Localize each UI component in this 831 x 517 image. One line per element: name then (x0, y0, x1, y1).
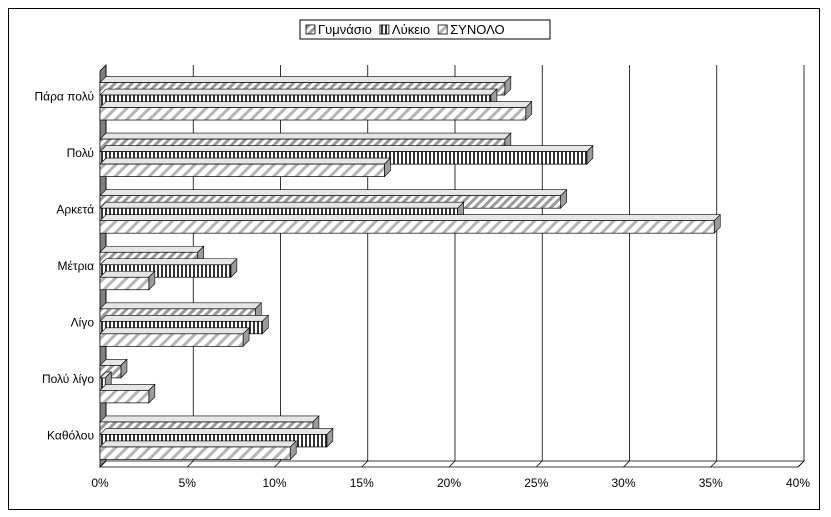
legend-box (299, 19, 551, 40)
x-tick-label: 0% (91, 476, 109, 490)
gridline-floor (710, 460, 718, 468)
x-tick-label: 40% (786, 476, 810, 490)
legend-swatch (305, 24, 316, 35)
x-tick-label: 20% (437, 476, 461, 490)
bar (99, 100, 533, 121)
gridline-floor (448, 460, 456, 468)
bar (99, 383, 156, 404)
gridline-floor (361, 460, 369, 468)
bar-chart: Καθόλου Πολύ λίγο Λίγο Μέτρια Αρκετά Πολύ Πάρα… (34, 19, 810, 490)
gridline-floor (186, 460, 194, 468)
chart-frame: Καθόλου Πολύ λίγο Λίγο Μέτρια Αρκετά Πολύ Πάρα… (8, 8, 820, 510)
bar (99, 440, 297, 461)
category-label: Μέτρια (57, 259, 94, 273)
x-tick-label: 15% (350, 476, 374, 490)
gridline-floor (274, 460, 281, 468)
category-label: Λίγο (71, 316, 95, 330)
bars-layer (99, 75, 721, 461)
category-label: Πάρα πολύ (34, 89, 94, 103)
gridline-floor (535, 460, 543, 468)
legend-label: Γυμνάσιο (318, 22, 372, 37)
value-axis: 0% 5% 10% 15% 20% 25% 30% 35% 40% (91, 476, 810, 490)
gridline-floor (99, 460, 107, 468)
category-label: Αρκετά (56, 202, 94, 216)
legend-label: ΣΥΝΟΛΟ (450, 22, 505, 37)
bar (99, 157, 392, 178)
legend-swatch (437, 24, 448, 35)
gridline-floor (797, 460, 805, 468)
bar (99, 258, 238, 278)
legend: Γυμνάσιο Λύκειο ΣΥΝΟΛΟ (299, 19, 551, 40)
x-tick-label: 30% (611, 476, 635, 490)
category-axis: Καθόλου Πολύ λίγο Λίγο Μέτρια Αρκετά Πολύ Πάρα… (34, 89, 94, 442)
bar (99, 327, 250, 348)
plot-area (99, 64, 805, 468)
x-tick-label: 5% (179, 476, 197, 490)
x-tick-label: 10% (262, 476, 286, 490)
gridline-floor (623, 460, 630, 468)
x-tick-label: 35% (699, 476, 723, 490)
x-tick-label: 25% (524, 476, 548, 490)
category-label: Καθόλου (47, 429, 94, 443)
legend-swatch (379, 24, 390, 35)
bar (99, 213, 721, 234)
category-label: Πολύ λίγο (42, 372, 94, 386)
legend-label: Λύκειο (392, 22, 430, 37)
category-label: Πολύ (67, 146, 94, 160)
bar (99, 270, 156, 291)
